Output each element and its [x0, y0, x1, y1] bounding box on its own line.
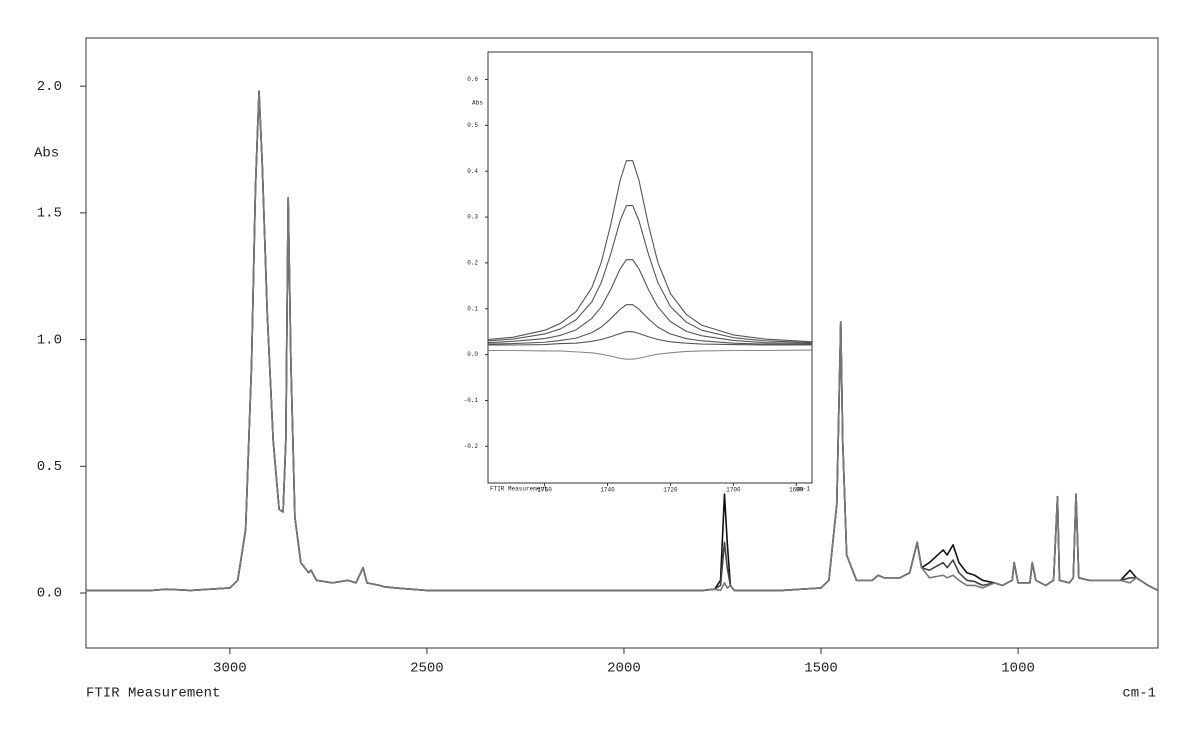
y-tick-label: 1.5	[37, 206, 62, 222]
y-tick-label: 0.5	[37, 459, 62, 475]
x-tick-label: 2500	[410, 661, 444, 677]
y-tick-label: 0.3	[467, 214, 478, 221]
x-tick-label: 1760	[537, 487, 552, 494]
x-axis-unit: cm-1	[796, 486, 811, 493]
spectrum-line	[487, 304, 813, 346]
x-tick-label: 2000	[607, 661, 641, 677]
x-axis-label: FTIR Measurement	[86, 686, 220, 702]
y-tick-label: 0.6	[467, 76, 478, 83]
spectrum-line	[487, 205, 813, 344]
x-axis-unit: cm-1	[1122, 686, 1156, 702]
spectrum-line	[487, 160, 813, 343]
y-axis-label: Abs	[34, 146, 59, 162]
x-tick-label: 1680	[789, 487, 804, 494]
spectrum-line	[487, 259, 813, 345]
x-tick-label: 1700	[726, 487, 741, 494]
y-tick-label: 0.1	[467, 305, 478, 312]
plot-area	[487, 51, 813, 484]
y-tick-label: -0.2	[464, 443, 479, 450]
y-axis-label: Abs	[472, 100, 483, 107]
x-axis-label: FTIR Measurement	[490, 486, 548, 493]
y-tick-label: 0.2	[467, 259, 478, 266]
y-tick-label: 0.0	[37, 586, 62, 602]
x-tick-label: 3000	[213, 661, 247, 677]
y-tick-label: 0.5	[467, 122, 478, 129]
spectrum-line	[488, 349, 813, 360]
y-tick-label: 0.4	[467, 168, 478, 175]
x-tick-label: 1500	[804, 661, 838, 677]
y-tick-label: -0.1	[464, 397, 479, 404]
x-tick-label: 1000	[1001, 661, 1035, 677]
spectrum-line	[86, 90, 1159, 592]
y-tick-label: 2.0	[37, 79, 62, 95]
x-tick-label: 1720	[663, 487, 678, 494]
spectrum-line	[488, 331, 812, 346]
y-tick-label: 0.0	[467, 351, 478, 358]
x-tick-label: 1740	[600, 487, 615, 494]
y-tick-label: 1.0	[37, 332, 62, 348]
